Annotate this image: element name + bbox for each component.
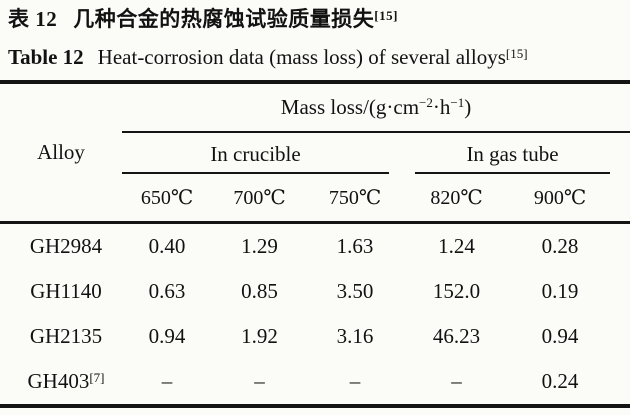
unit-header-mid: ·h (432, 95, 451, 119)
group-header-gas-tube: In gas tube (415, 142, 611, 174)
alloy-name-cell: GH1140 (0, 269, 122, 314)
temp-header-750: 750℃ (307, 174, 403, 224)
value-cell: 1.24 (438, 234, 475, 258)
caption-zh-label: 表 12 (8, 7, 58, 31)
alloy-name: GH2984 (29, 234, 103, 258)
alloy-name: GH2135 (29, 324, 103, 348)
value-cell: 0.94 (541, 324, 579, 348)
alloy-name-cell: GH403[7] (0, 359, 122, 406)
alloy-name-cell: GH2135 (0, 314, 122, 359)
value-cell: 3.50 (336, 279, 374, 303)
value-cell: 1.63 (336, 234, 374, 258)
caption-en-text: Heat-corrosion data (mass loss) of sever… (97, 45, 506, 69)
alloy-column-header: Alloy (0, 82, 122, 224)
value-cell: – (349, 369, 361, 393)
unit-header: Mass loss/(g·cm−2·h−1) (122, 82, 630, 133)
unit-exp-1: −2 (419, 95, 433, 110)
caption-zh-ref: [15] (374, 8, 398, 23)
unit-header-post: ) (464, 95, 472, 119)
value-cell: – (161, 369, 173, 393)
alloy-name-cell: GH2984 (0, 223, 122, 270)
caption-english: Table 12 Heat-corrosion data (mass loss) … (0, 32, 630, 70)
table-row: GH2984 0.40 1.29 1.63 1.24 0.28 (0, 223, 630, 270)
temp-header-820: 820℃ (403, 174, 510, 224)
table-row: GH2135 0.94 1.92 3.16 46.23 0.94 (0, 314, 630, 359)
temp-header-700: 700℃ (212, 174, 307, 224)
value-cell: – (451, 369, 462, 393)
caption-zh-text: 几种合金的热腐蚀试验质量损失 (73, 7, 375, 31)
value-cell: 3.16 (336, 324, 374, 348)
alloy-name: GH403 (27, 369, 90, 393)
value-cell: – (254, 369, 265, 393)
caption-chinese: 表 12 几种合金的热腐蚀试验质量损失[15] (0, 0, 630, 32)
group-cell-crucible: In crucible (122, 132, 403, 174)
unit-header-pre: Mass loss/(g·cm (280, 95, 420, 119)
data-table: Alloy Mass loss/(g·cm−2·h−1) In crucible… (0, 80, 630, 408)
value-cell: 152.0 (432, 279, 481, 303)
temp-header-650: 650℃ (122, 174, 212, 224)
value-cell: 1.29 (241, 234, 278, 258)
alloy-name: GH1140 (30, 279, 102, 303)
table-row: GH403[7] – – – – 0.24 (0, 359, 630, 406)
temp-header-900: 900℃ (510, 174, 630, 224)
group-cell-gas-tube: In gas tube (403, 132, 630, 174)
caption-en-ref: [15] (505, 46, 528, 61)
alloy-ref: [7] (89, 370, 105, 385)
value-cell: 0.94 (148, 324, 186, 348)
value-cell: 0.28 (541, 234, 579, 258)
value-cell: 0.24 (541, 369, 579, 393)
value-cell: 0.85 (241, 279, 278, 303)
table-row: GH1140 0.63 0.85 3.50 152.0 0.19 (0, 269, 630, 314)
group-header-crucible: In crucible (122, 142, 389, 174)
value-cell: 0.19 (541, 279, 579, 303)
caption-en-label: Table 12 (8, 45, 84, 69)
value-cell: 46.23 (432, 324, 481, 348)
value-cell: 0.63 (148, 279, 186, 303)
unit-exp-2: −1 (450, 95, 465, 110)
value-cell: 0.40 (148, 234, 186, 258)
value-cell: 1.92 (241, 324, 278, 348)
